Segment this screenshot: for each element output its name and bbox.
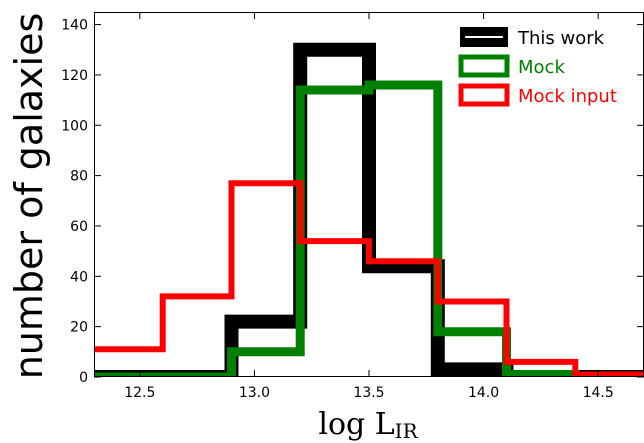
x-axis-label: log LIR (318, 407, 418, 443)
x-tick-label: 14.5 (583, 385, 614, 401)
y-tick-label: 40 (70, 269, 88, 285)
legend: This work Mock Mock input (458, 27, 617, 107)
x-axis-label-main: log L (318, 407, 394, 442)
y-tick-label: 120 (61, 68, 88, 84)
legend-swatch (458, 54, 510, 78)
y-axis-label: number of galaxies (7, 13, 51, 380)
plot-series (94, 42, 644, 377)
x-tick-label: 13.5 (353, 385, 384, 401)
x-tick-label: 13.0 (239, 385, 270, 401)
x-axis-label-subscript: IR (395, 419, 419, 443)
histogram-series-mock (94, 80, 644, 377)
x-tick-label: 12.5 (124, 385, 155, 401)
legend-label: Mock (518, 57, 565, 78)
y-tick-label: 20 (70, 320, 88, 336)
y-tick-label: 100 (61, 118, 88, 134)
axis-ticks: 12.5 13.0 13.5 14.0 14.5 0 20 40 60 80 100 120 140 (61, 12, 644, 401)
y-tick-label: 80 (70, 169, 88, 185)
histogram-series-mock-input (94, 180, 644, 377)
x-tick-label: 14.0 (468, 385, 499, 401)
legend-swatch (458, 83, 510, 107)
y-tick-label: 140 (61, 18, 88, 34)
y-tick-label: 60 (70, 219, 88, 235)
legend-label: This work (517, 28, 605, 49)
y-tick-label: 0 (79, 370, 88, 386)
legend-label: Mock input (518, 86, 617, 107)
